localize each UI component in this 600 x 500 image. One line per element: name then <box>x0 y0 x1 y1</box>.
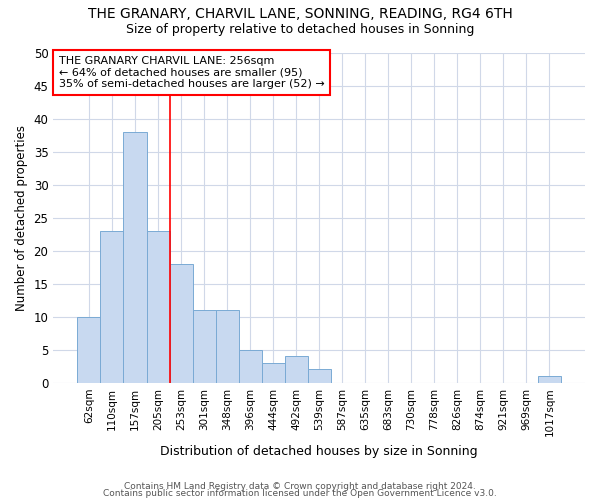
X-axis label: Distribution of detached houses by size in Sonning: Distribution of detached houses by size … <box>160 444 478 458</box>
Bar <box>308 370 331 382</box>
Bar <box>193 310 215 382</box>
Bar <box>100 231 124 382</box>
Text: THE GRANARY, CHARVIL LANE, SONNING, READING, RG4 6TH: THE GRANARY, CHARVIL LANE, SONNING, READ… <box>88 8 512 22</box>
Bar <box>124 132 146 382</box>
Bar <box>170 264 193 382</box>
Bar <box>284 356 308 382</box>
Text: Size of property relative to detached houses in Sonning: Size of property relative to detached ho… <box>126 22 474 36</box>
Bar <box>538 376 561 382</box>
Bar <box>262 363 284 382</box>
Bar <box>146 231 170 382</box>
Text: Contains public sector information licensed under the Open Government Licence v3: Contains public sector information licen… <box>103 490 497 498</box>
Bar <box>239 350 262 382</box>
Bar <box>77 316 100 382</box>
Y-axis label: Number of detached properties: Number of detached properties <box>15 124 28 310</box>
Bar <box>215 310 239 382</box>
Text: THE GRANARY CHARVIL LANE: 256sqm
← 64% of detached houses are smaller (95)
35% o: THE GRANARY CHARVIL LANE: 256sqm ← 64% o… <box>59 56 325 89</box>
Text: Contains HM Land Registry data © Crown copyright and database right 2024.: Contains HM Land Registry data © Crown c… <box>124 482 476 491</box>
